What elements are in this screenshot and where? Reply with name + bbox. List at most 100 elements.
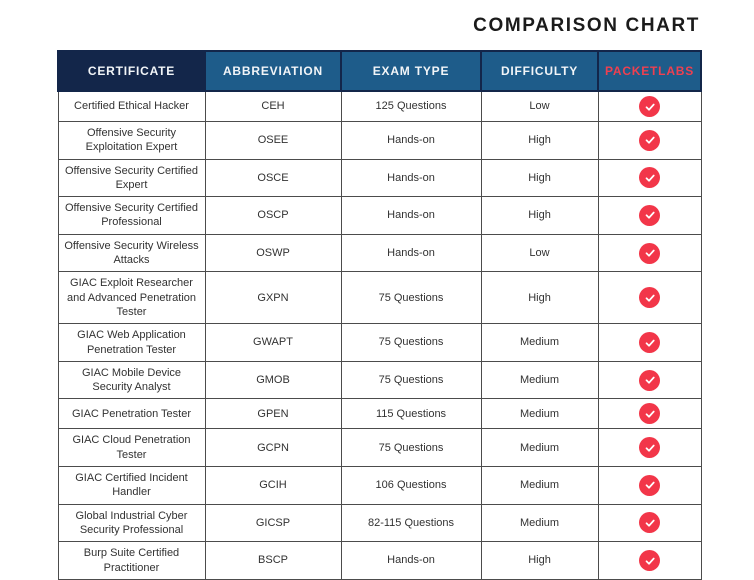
abbreviation-cell: GCPN — [204, 428, 342, 468]
abbreviation-cell: OSCP — [204, 196, 342, 235]
abbreviation-cell: GCIH — [204, 466, 342, 505]
exam-type-cell: Hands-on — [340, 541, 482, 580]
abbreviation-cell: GPEN — [204, 398, 342, 430]
packetlabs-cell — [597, 503, 702, 543]
table-row: Offensive Security Wireless Attacks OSWP… — [57, 233, 702, 273]
packetlabs-cell — [597, 466, 702, 505]
difficulty-cell: Medium — [480, 466, 599, 505]
packetlabs-cell — [597, 158, 702, 198]
abbreviation-cell: OSWP — [204, 233, 342, 273]
column-header-certificate: CERTIFICATE — [57, 50, 206, 92]
check-icon — [639, 474, 660, 496]
table-row: GIAC Certified Incident Handler GCIH 106… — [57, 466, 702, 505]
check-icon — [639, 287, 660, 309]
table-row: Offensive Security Certified Expert OSCE… — [57, 158, 702, 198]
abbreviation-cell: GMOB — [204, 360, 342, 400]
certificate-cell: GIAC Cloud Penetration Tester — [57, 428, 206, 468]
packetlabs-cell — [597, 121, 702, 160]
difficulty-cell: Low — [480, 233, 599, 273]
certificate-cell: Certified Ethical Hacker — [57, 90, 206, 122]
difficulty-cell: High — [480, 121, 599, 160]
packetlabs-cell — [597, 360, 702, 400]
header-row: CERTIFICATE ABBREVIATION EXAM TYPE DIFFI… — [57, 50, 702, 92]
packetlabs-cell — [597, 233, 702, 273]
packetlabs-cell — [597, 541, 702, 580]
table-row: Offensive Security Certified Professiona… — [57, 196, 702, 235]
difficulty-cell: Medium — [480, 503, 599, 543]
certificate-cell: Burp Suite Certified Practitioner — [57, 541, 206, 580]
table-row: Offensive Security Exploitation Expert O… — [57, 121, 702, 160]
check-icon — [639, 369, 660, 391]
table-row: Burp Suite Certified Practitioner BSCP H… — [57, 541, 702, 580]
check-icon — [639, 437, 660, 459]
exam-type-cell: 75 Questions — [340, 428, 482, 468]
difficulty-cell: High — [480, 271, 599, 325]
exam-type-cell: 82-115 Questions — [340, 503, 482, 543]
check-icon — [639, 129, 660, 151]
table-header: CERTIFICATE ABBREVIATION EXAM TYPE DIFFI… — [57, 50, 702, 92]
column-header-exam-type: EXAM TYPE — [340, 50, 482, 92]
certificate-cell: Offensive Security Wireless Attacks — [57, 233, 206, 273]
certificate-cell: Offensive Security Certified Expert — [57, 158, 206, 198]
packetlabs-cell — [597, 428, 702, 468]
table-row: Global Industrial Cyber Security Profess… — [57, 503, 702, 543]
exam-type-cell: 106 Questions — [340, 466, 482, 505]
certificate-cell: Offensive Security Certified Professiona… — [57, 196, 206, 235]
table-row: GIAC Mobile Device Security Analyst GMOB… — [57, 360, 702, 400]
check-icon — [639, 242, 660, 264]
difficulty-cell: Low — [480, 90, 599, 122]
exam-type-cell: 75 Questions — [340, 323, 482, 362]
certificate-cell: GIAC Web Application Penetration Tester — [57, 323, 206, 362]
difficulty-cell: Medium — [480, 323, 599, 362]
table-row: GIAC Web Application Penetration Tester … — [57, 323, 702, 362]
exam-type-cell: Hands-on — [340, 196, 482, 235]
check-icon — [639, 167, 660, 189]
table-row: GIAC Cloud Penetration Tester GCPN 75 Qu… — [57, 428, 702, 468]
certificate-cell: GIAC Penetration Tester — [57, 398, 206, 430]
check-icon — [639, 332, 660, 354]
packetlabs-cell — [597, 323, 702, 362]
certificate-cell: Global Industrial Cyber Security Profess… — [57, 503, 206, 543]
certificate-cell: GIAC Certified Incident Handler — [57, 466, 206, 505]
check-icon — [639, 550, 660, 572]
packetlabs-cell — [597, 398, 702, 430]
difficulty-cell: Medium — [480, 428, 599, 468]
difficulty-cell: Medium — [480, 398, 599, 430]
comparison-table: CERTIFICATE ABBREVIATION EXAM TYPE DIFFI… — [57, 50, 702, 580]
table-row: GIAC Exploit Researcher and Advanced Pen… — [57, 271, 702, 325]
column-header-abbreviation: ABBREVIATION — [204, 50, 342, 92]
exam-type-cell: 75 Questions — [340, 271, 482, 325]
exam-type-cell: 75 Questions — [340, 360, 482, 400]
abbreviation-cell: GICSP — [204, 503, 342, 543]
exam-type-cell: 125 Questions — [340, 90, 482, 122]
difficulty-cell: High — [480, 196, 599, 235]
difficulty-cell: High — [480, 158, 599, 198]
column-header-packetlabs: PACKETLABS — [597, 50, 702, 92]
abbreviation-cell: OSCE — [204, 158, 342, 198]
certificate-cell: GIAC Mobile Device Security Analyst — [57, 360, 206, 400]
abbreviation-cell: GWAPT — [204, 323, 342, 362]
check-icon — [639, 512, 660, 534]
table-row: Certified Ethical Hacker CEH 125 Questio… — [57, 90, 702, 122]
certificate-cell: Offensive Security Exploitation Expert — [57, 121, 206, 160]
packetlabs-cell — [597, 196, 702, 235]
difficulty-cell: High — [480, 541, 599, 580]
difficulty-cell: Medium — [480, 360, 599, 400]
packetlabs-cell — [597, 90, 702, 122]
abbreviation-cell: OSEE — [204, 121, 342, 160]
table-row: GIAC Penetration Tester GPEN 115 Questio… — [57, 398, 702, 430]
abbreviation-cell: BSCP — [204, 541, 342, 580]
table-body: Certified Ethical Hacker CEH 125 Questio… — [57, 90, 702, 580]
certificate-cell: GIAC Exploit Researcher and Advanced Pen… — [57, 271, 206, 325]
exam-type-cell: Hands-on — [340, 121, 482, 160]
abbreviation-cell: CEH — [204, 90, 342, 122]
page-title: COMPARISON CHART — [473, 15, 700, 36]
exam-type-cell: Hands-on — [340, 158, 482, 198]
column-header-difficulty: DIFFICULTY — [480, 50, 599, 92]
packetlabs-cell — [597, 271, 702, 325]
abbreviation-cell: GXPN — [204, 271, 342, 325]
check-icon — [639, 204, 660, 226]
exam-type-cell: 115 Questions — [340, 398, 482, 430]
check-icon — [639, 96, 660, 117]
